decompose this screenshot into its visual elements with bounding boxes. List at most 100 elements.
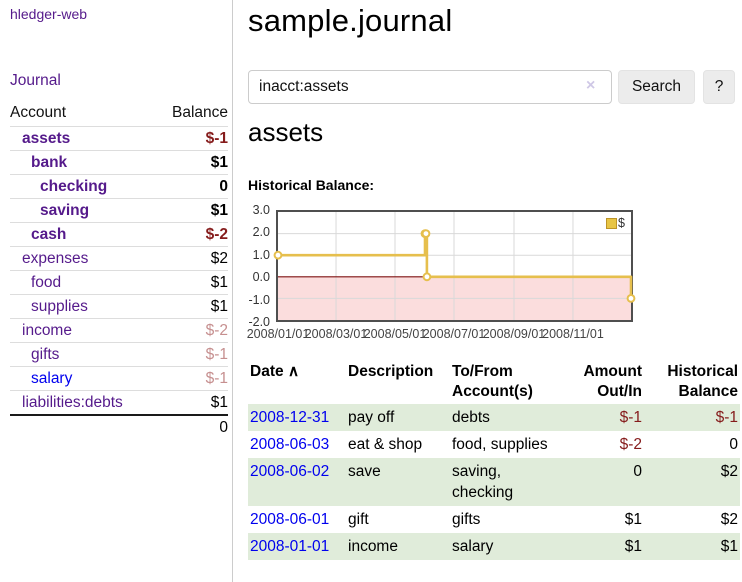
account-link-saving[interactable]: saving [40, 202, 90, 219]
transaction-accounts: food, supplies [452, 436, 548, 453]
x-axis-tick-label: 2008/11/01 [542, 327, 604, 341]
transaction-amount: $1 [624, 511, 642, 528]
account-balance: $1 [210, 274, 228, 291]
table-row: 2008-01-01 income salary $1 $1 [248, 533, 740, 560]
account-row: assets $-1 [10, 126, 228, 150]
table-row: 2008-12-31 pay off debts $-1 $-1 [248, 404, 740, 431]
table-row: 2008-06-01 gift gifts $1 $2 [248, 506, 740, 533]
transaction-description: income [348, 538, 398, 555]
accounts-total-row: 0 [10, 414, 228, 439]
search-button[interactable]: Search [618, 70, 695, 104]
account-row: liabilities:debts $1 [10, 390, 228, 414]
transaction-date-link[interactable]: 2008-06-01 [250, 511, 330, 528]
transaction-balance: $-1 [715, 409, 738, 426]
data-point-marker [422, 272, 432, 282]
account-row: salary $-1 [10, 366, 228, 390]
account-link-food[interactable]: food [31, 274, 62, 291]
account-link-supplies[interactable]: supplies [31, 298, 88, 315]
transaction-description: pay off [348, 409, 395, 426]
sidebar-item-journal[interactable]: Journal [10, 72, 61, 89]
account-row: supplies $1 [10, 294, 228, 318]
transaction-accounts: saving, checking [452, 463, 514, 501]
x-axis-tick-label: 2008/01/01 [246, 327, 310, 341]
clear-search-icon[interactable]: × [586, 77, 596, 94]
search-input[interactable] [248, 70, 612, 104]
account-balance: $-1 [205, 130, 228, 147]
transaction-accounts: salary [452, 538, 494, 555]
accounts-panel: Account Balance assets $-1 bank $1 checking 0… [10, 102, 228, 439]
y-axis-tick-label: -1.0 [248, 292, 270, 307]
register-table: Date ∧ Description To/From Account(s) Am… [248, 360, 740, 560]
account-row: cash $-2 [10, 222, 228, 246]
transaction-date-link[interactable]: 2008-06-02 [250, 463, 330, 480]
account-link-checking[interactable]: checking [40, 178, 108, 195]
app-title-link[interactable]: hledger-web [10, 6, 88, 22]
y-axis-tick-label: 0.0 [252, 270, 270, 285]
data-point-marker [626, 294, 636, 303]
account-row: checking 0 [10, 174, 228, 198]
main-area: sample.journal × Search ? assets Histori… [234, 0, 742, 582]
account-link-bank[interactable]: bank [31, 154, 68, 171]
account-link-gifts[interactable]: gifts [31, 346, 60, 363]
y-axis-tick-label: 2.0 [252, 225, 270, 240]
sidebar: hledger-web Journal Account Balance asse… [0, 0, 233, 582]
account-link-cash[interactable]: cash [31, 226, 67, 243]
table-row: 2008-06-02 save saving, checking 0 $2 [248, 458, 740, 506]
account-balance: $1 [210, 394, 228, 411]
x-axis-tick-label: 2008/03/01 [304, 327, 368, 341]
account-link-salary[interactable]: salary [31, 370, 73, 387]
account-link-expenses[interactable]: expenses [22, 250, 89, 267]
y-axis-tick-label: 3.0 [252, 203, 270, 217]
transaction-description: eat & shop [348, 436, 423, 453]
account-row: expenses $2 [10, 246, 228, 270]
account-link-liabilities-debts[interactable]: liabilities:debts [22, 394, 123, 411]
transaction-date-link[interactable]: 2008-06-03 [250, 436, 330, 453]
transaction-amount: $-1 [619, 409, 642, 426]
page-title: sample.journal [248, 3, 453, 38]
transaction-amount: $-2 [619, 436, 642, 453]
account-balance: $1 [210, 202, 228, 219]
sort-ascending-icon: ∧ [287, 363, 300, 380]
date-column-header[interactable]: Date ∧ [250, 363, 300, 380]
account-balance: 0 [219, 178, 228, 195]
accounts-header-row: Account Balance [10, 102, 228, 126]
transaction-accounts: debts [452, 409, 490, 426]
x-axis-tick-label: 2008/07/01 [422, 327, 486, 341]
account-link-income[interactable]: income [22, 322, 72, 339]
transaction-description: gift [348, 511, 369, 528]
accounts-column-header: To/From Account(s) [452, 363, 533, 400]
balance-column-header-main: Historical Balance [667, 363, 738, 400]
transaction-accounts: gifts [452, 511, 481, 528]
account-balance: $-1 [205, 370, 228, 387]
total-balance: 0 [219, 419, 228, 436]
y-axis-tick-label: 1.0 [252, 247, 270, 262]
account-balance: $-2 [205, 322, 228, 339]
chart-title: Historical Balance: [248, 177, 375, 193]
data-point-marker [273, 250, 283, 260]
balance-chart [273, 210, 636, 322]
account-row: saving $1 [10, 198, 228, 222]
account-balance: $2 [210, 250, 228, 267]
amount-column-header: Amount Out/In [583, 363, 642, 400]
account-row: gifts $-1 [10, 342, 228, 366]
account-row: income $-2 [10, 318, 228, 342]
transaction-balance: $2 [720, 463, 738, 480]
transaction-balance: 0 [729, 436, 738, 453]
transaction-date-link[interactable]: 2008-12-31 [250, 409, 330, 426]
account-balance: $-1 [205, 346, 228, 363]
account-heading: assets [248, 117, 324, 147]
transaction-date-link[interactable]: 2008-01-01 [250, 538, 330, 555]
description-column-header: Description [348, 363, 434, 380]
account-link-assets[interactable]: assets [22, 130, 71, 147]
chart-legend: $ [606, 216, 625, 230]
help-button[interactable]: ? [703, 70, 735, 104]
account-row: bank $1 [10, 150, 228, 174]
register-header-row: Date ∧ Description To/From Account(s) Am… [248, 360, 740, 404]
legend-label: $ [618, 216, 625, 230]
account-balance: $1 [210, 298, 228, 315]
y-axis-tick-label: -2.0 [248, 315, 270, 329]
balance-chart-svg [273, 212, 636, 320]
account-balance: $-2 [205, 226, 228, 243]
transaction-balance: $1 [720, 538, 738, 555]
account-row: food $1 [10, 270, 228, 294]
